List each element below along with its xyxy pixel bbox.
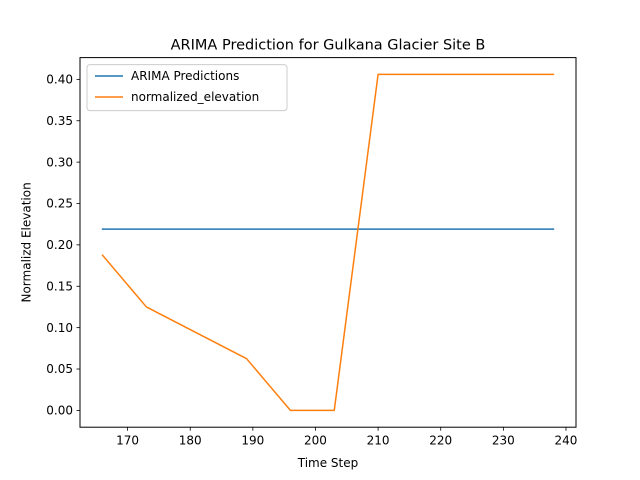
series-line-normalized-elevation xyxy=(101,73,555,412)
legend-label-arima-predictions: ARIMA Predictions xyxy=(131,69,239,83)
legend-box xyxy=(86,64,288,112)
x-tick-label: 190 xyxy=(241,434,264,448)
x-tick-label: 220 xyxy=(429,434,452,448)
x-axis: 170 180 190 200 210 220 230 240 xyxy=(116,427,577,448)
x-axis-label: Time Step xyxy=(297,456,359,470)
x-tick-label: 240 xyxy=(555,434,578,448)
y-tick-label: 0.40 xyxy=(46,73,73,87)
y-axis-label: Normalizd Elevation xyxy=(20,182,34,302)
x-tick-label: 200 xyxy=(304,434,327,448)
y-tick-label: 0.05 xyxy=(46,362,73,376)
legend-label-normalized-elevation: normalized_elevation xyxy=(131,90,259,104)
y-tick-label: 0.20 xyxy=(46,238,73,252)
axes-frame xyxy=(79,57,577,428)
legend: ARIMA Predictions normalized_elevation xyxy=(86,64,288,112)
y-tick-label: 0.30 xyxy=(46,155,73,169)
y-axis: 0.00 0.05 0.10 0.15 0.20 0.25 0.30 0.35 0.40 xyxy=(46,73,80,418)
x-tick-label: 210 xyxy=(367,434,390,448)
y-tick-label: 0.10 xyxy=(46,321,73,335)
x-tick-label: 230 xyxy=(492,434,515,448)
x-tick-label: 170 xyxy=(116,434,139,448)
chart-title: ARIMA Prediction for Gulkana Glacier Sit… xyxy=(171,38,486,54)
y-tick-label: 0.15 xyxy=(46,279,73,293)
x-tick-label: 180 xyxy=(179,434,202,448)
plot-area xyxy=(101,73,555,412)
y-tick-label: 0.25 xyxy=(46,197,73,211)
y-tick-label: 0.35 xyxy=(46,114,73,128)
y-tick-label: 0.00 xyxy=(46,404,73,418)
